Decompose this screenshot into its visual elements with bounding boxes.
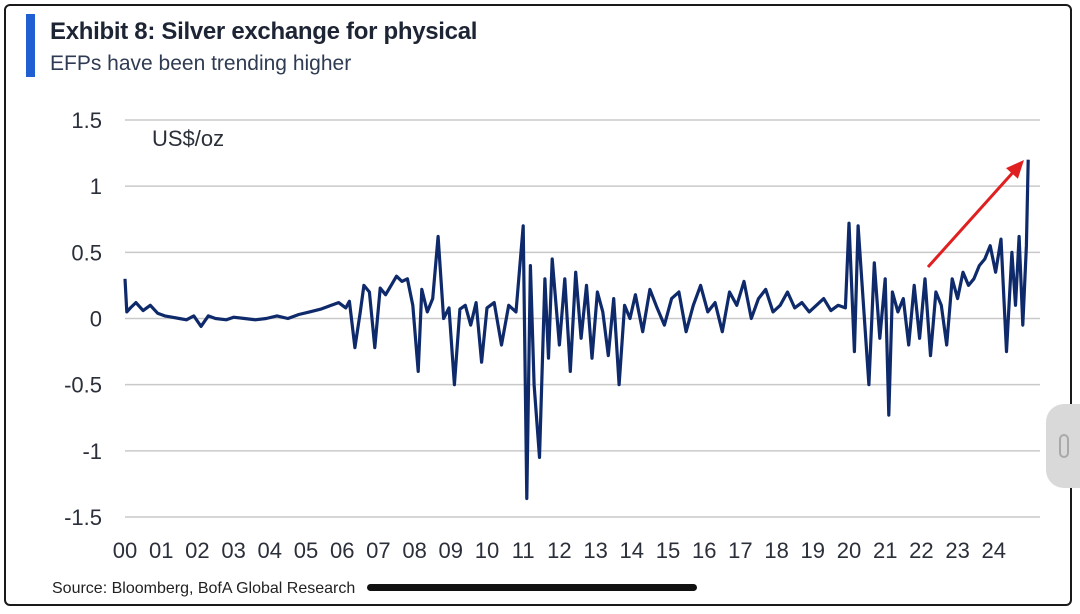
x-axis-tick-labels: 00 01 02 03 04 05 06 07 08 09 10 11 12 13 14 15 16 17 18 19… (113, 538, 1006, 563)
x-tick-label: 06 (330, 538, 354, 563)
x-tick-label: 22 (909, 538, 933, 563)
x-tick-label: 13 (583, 538, 607, 563)
x-tick-label: 21 (873, 538, 897, 563)
x-tick-label: 03 (221, 538, 245, 563)
x-tick-label: 09 (439, 538, 463, 563)
x-tick-label: 01 (149, 538, 173, 563)
y-tick-label: -1.5 (64, 505, 102, 530)
x-tick-label: 23 (945, 538, 969, 563)
y-tick-label: -1 (82, 439, 102, 464)
x-tick-label: 24 (982, 538, 1006, 563)
efp-series-line (123, 159, 1030, 501)
y-tick-label: 0 (90, 307, 102, 332)
x-tick-label: 08 (402, 538, 426, 563)
x-tick-label: 16 (692, 538, 716, 563)
title-accent-bar (26, 14, 35, 77)
chart-frame (4, 4, 1072, 606)
y-tick-label: 0.5 (71, 240, 102, 265)
x-tick-label: 12 (547, 538, 571, 563)
source-note: Source: Bloomberg, BofA Global Research (52, 580, 356, 597)
unit-label: US$/oz (152, 126, 224, 151)
x-tick-label: 15 (656, 538, 680, 563)
y-tick-label: 1.5 (71, 108, 102, 133)
x-tick-label: 19 (801, 538, 825, 563)
trend-arrow-head (1006, 160, 1024, 179)
x-tick-label: 14 (620, 538, 644, 563)
x-tick-label: 20 (837, 538, 861, 563)
x-tick-label: 05 (294, 538, 318, 563)
side-panel-handle[interactable] (1046, 404, 1080, 488)
y-axis-tick-labels: 1.5 1 0.5 0 -0.5 -1 -1.5 (64, 108, 102, 530)
x-tick-label: 00 (113, 538, 137, 563)
y-tick-label: -0.5 (64, 373, 102, 398)
home-indicator-bar[interactable] (367, 584, 697, 591)
y-tick-label: 1 (90, 174, 102, 199)
trend-arrow-shaft (926, 167, 1018, 269)
x-tick-label: 10 (475, 538, 499, 563)
trend-arrow-annotation (926, 160, 1024, 269)
chart-title: Exhibit 8: Silver exchange for physical (50, 18, 478, 45)
x-tick-label: 07 (366, 538, 390, 563)
x-tick-label: 04 (258, 538, 282, 563)
x-tick-label: 11 (512, 538, 535, 563)
x-tick-label: 18 (764, 538, 788, 563)
x-tick-label: 02 (185, 538, 209, 563)
chart-subtitle: EFPs have been trending higher (50, 52, 352, 75)
x-tick-label: 17 (728, 538, 752, 563)
